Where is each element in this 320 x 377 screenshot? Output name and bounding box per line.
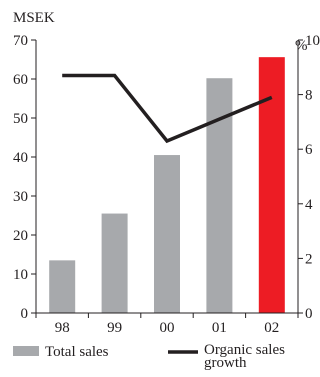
line-layer: [62, 75, 272, 141]
right-axis-tick-label: 8: [305, 88, 313, 104]
line-organic-sales-growth: [62, 75, 272, 141]
right-axis-unit-label: %: [295, 38, 308, 54]
bar-total-sales-02: [259, 57, 285, 313]
left-axis-tick-label: 30: [13, 189, 28, 205]
bar-total-sales-98: [49, 260, 75, 313]
legend-label-total-sales: Total sales: [45, 344, 109, 360]
legend-label-organic-growth: Organic sales growth: [204, 342, 289, 371]
right-axis-tick-label: 2: [305, 251, 313, 267]
left-axis-tick-label: 60: [13, 72, 28, 88]
legend: Total sales Organic sales growth: [13, 342, 289, 371]
right-axis-tick-label: 4: [305, 197, 313, 213]
right-axis-tick-label: 0: [305, 306, 313, 322]
x-axis-tick-label: 99: [107, 320, 122, 336]
x-axis-tick-label: 98: [55, 320, 70, 336]
legend-label-organic-growth-line2: growth: [204, 355, 247, 371]
x-axis-tick-label: 02: [264, 320, 279, 336]
bar-total-sales-01: [206, 78, 232, 313]
x-axis-tick-label: 01: [212, 320, 227, 336]
right-axis-tick-label: 6: [305, 142, 313, 158]
bars-layer: [49, 57, 285, 313]
left-axis-tick-label: 20: [13, 228, 28, 244]
bar-total-sales-99: [102, 214, 128, 313]
legend-swatch-total-sales: [13, 346, 39, 356]
x-axis-tick-label: 00: [160, 320, 175, 336]
bar-total-sales-00: [154, 155, 180, 313]
left-axis-tick-label: 70: [13, 33, 28, 49]
left-axis-tick-label: 0: [21, 306, 29, 322]
left-axis-unit-label: MSEK: [13, 10, 55, 26]
left-axis-tick-label: 10: [13, 267, 28, 283]
left-axis-tick-label: 50: [13, 111, 28, 127]
left-axis-tick-label: 40: [13, 150, 28, 166]
